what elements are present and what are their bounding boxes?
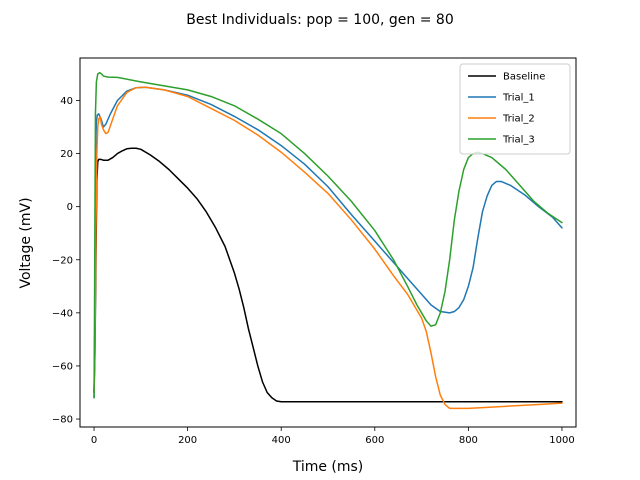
y-tick-label: 20 bbox=[60, 149, 73, 160]
y-tick-label: −80 bbox=[52, 415, 73, 426]
x-tick-label: 400 bbox=[272, 435, 291, 446]
y-tick-label: −40 bbox=[52, 308, 73, 319]
x-tick-label: 1000 bbox=[549, 435, 574, 446]
plot-frame bbox=[79, 57, 577, 428]
series-line-trial-2 bbox=[93, 86, 563, 410]
legend-label: Trial_2 bbox=[502, 114, 535, 125]
y-axis-label: Voltage (mV) bbox=[18, 197, 34, 288]
y-tick-label: 0 bbox=[67, 202, 73, 213]
legend: Baseline Trial_1 Trial_2 Trial_3 bbox=[459, 63, 571, 155]
series-line-trial-1 bbox=[93, 86, 563, 399]
legend-label: Trial_1 bbox=[502, 93, 535, 104]
x-axis-label: Time (ms) bbox=[292, 459, 364, 475]
y-tick-label: 40 bbox=[60, 96, 73, 107]
legend-label: Trial_3 bbox=[502, 135, 535, 146]
chart-title: Best Individuals: pop = 100, gen = 80 bbox=[186, 12, 454, 28]
y-tick-label: −60 bbox=[52, 361, 73, 372]
series-layer bbox=[93, 71, 563, 410]
x-tick-label: 600 bbox=[365, 435, 384, 446]
x-tick-label: 800 bbox=[459, 435, 478, 446]
legend-label: Baseline bbox=[503, 72, 545, 83]
y-axis: −80 −60 −40 −20 0 20 40 bbox=[52, 96, 80, 426]
x-tick-label: 200 bbox=[178, 435, 197, 446]
legend-box bbox=[459, 63, 571, 155]
x-axis: 0 200 400 600 800 1000 bbox=[91, 427, 575, 446]
x-tick-label: 0 bbox=[91, 435, 97, 446]
y-tick-label: −20 bbox=[52, 255, 73, 266]
series-line-baseline bbox=[93, 147, 563, 403]
